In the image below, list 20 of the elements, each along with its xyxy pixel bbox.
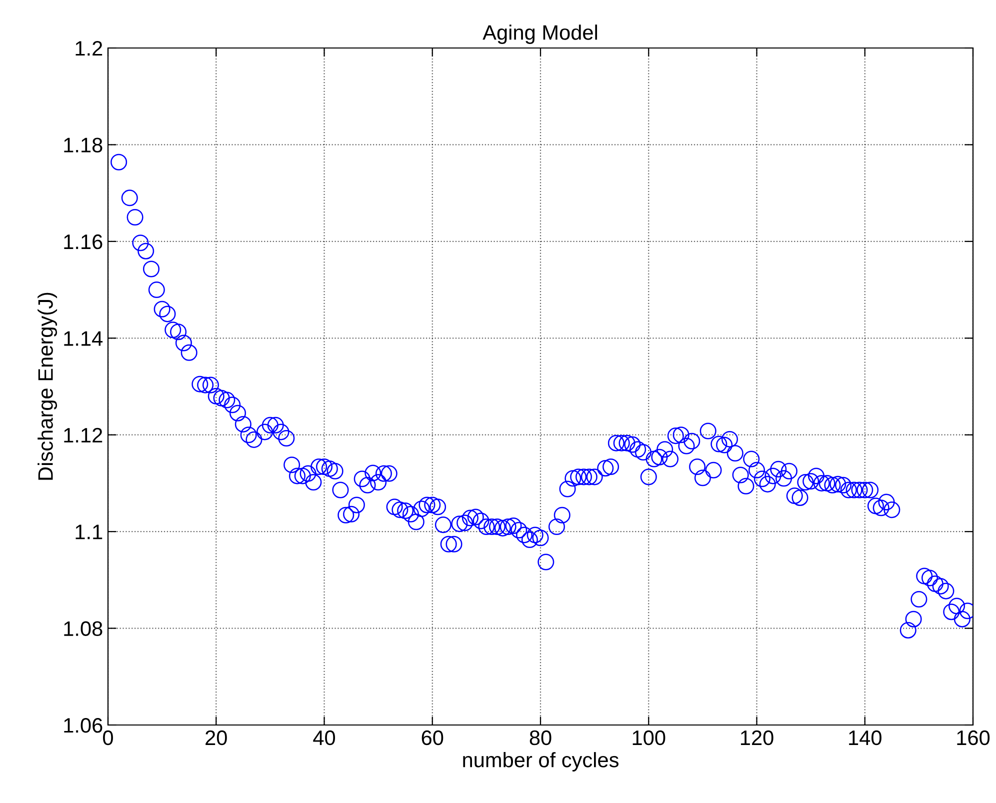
x-tick-label: 160 [957, 730, 990, 746]
y-tick-label: 1.06 [64, 718, 102, 733]
y-tick-label: 1.08 [64, 621, 102, 636]
x-tick-label: 80 [530, 730, 552, 746]
y-tick-label: 1.14 [64, 331, 103, 346]
x-tick-label: 0 [103, 730, 113, 746]
y-tick-label: 1.18 [64, 138, 102, 152]
x-tick-label: 140 [849, 730, 882, 746]
y-tick-label: 1.1 [76, 524, 102, 540]
y-axis-title: Discharge Energy(J) [38, 292, 58, 480]
x-tick-label: 40 [313, 730, 336, 746]
y-tick-label: 1.16 [64, 234, 102, 250]
y-tick-label: 1.2 [76, 41, 102, 56]
x-tick-label: 120 [740, 730, 774, 746]
x-axis-title: number of cycles [463, 752, 618, 772]
y-tick-label: 1.12 [64, 428, 102, 442]
x-tick-label: 60 [422, 730, 444, 746]
x-tick-label: 20 [206, 730, 227, 746]
x-tick-label: 100 [632, 730, 666, 746]
chart-title: Aging Model [482, 24, 598, 44]
